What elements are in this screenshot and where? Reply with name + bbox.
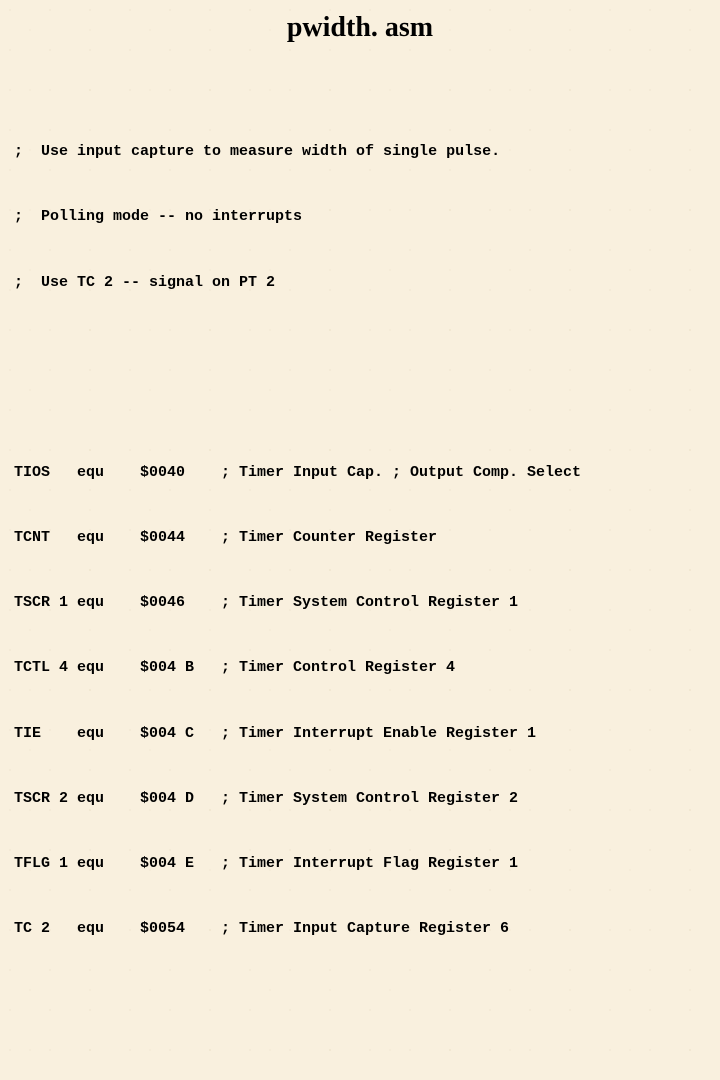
equate-comment: ; Timer System Control Register 2 <box>221 788 518 810</box>
equate-value: $0046 <box>140 592 221 614</box>
equate-value: $0054 <box>140 918 221 940</box>
equate-symbol: TIOS <box>14 462 77 484</box>
equate-symbol: TSCR 2 <box>14 788 77 810</box>
equate-comment: ; Timer Counter Register <box>221 527 437 549</box>
equate-row: TCNTequ$0044; Timer Counter Register <box>14 527 720 549</box>
semicolon: ; <box>14 206 41 228</box>
comment-line: ;Use input capture to measure width of s… <box>14 141 720 163</box>
equate-row: TIEequ$004 C; Timer Interrupt Enable Reg… <box>14 723 720 745</box>
equate-symbol: TCTL 4 <box>14 657 77 679</box>
comment-line: ;Polling mode -- no interrupts <box>14 206 720 228</box>
equate-value: $0040 <box>140 462 221 484</box>
equate-op: equ <box>77 723 140 745</box>
equate-value: $004 C <box>140 723 221 745</box>
equate-op: equ <box>77 918 140 940</box>
equate-row: TIOSequ$0040; Timer Input Cap. ; Output … <box>14 462 720 484</box>
equate-symbol: TSCR 1 <box>14 592 77 614</box>
equate-value: $004 D <box>140 788 221 810</box>
comment-text: Use input capture to measure width of si… <box>41 143 500 160</box>
equate-op: equ <box>77 788 140 810</box>
comment-text: Polling mode -- no interrupts <box>41 208 302 225</box>
equate-comment: ; Timer Interrupt Enable Register 1 <box>221 723 536 745</box>
page-title: pwidth. asm <box>0 0 720 54</box>
equate-op: equ <box>77 853 140 875</box>
equate-row: TSCR 2equ$004 D; Timer System Control Re… <box>14 788 720 810</box>
equate-row: TFLG 1equ$004 E; Timer Interrupt Flag Re… <box>14 853 720 875</box>
equate-comment: ; Timer Control Register 4 <box>221 657 455 679</box>
equate-comment: ; Timer Input Capture Register 6 <box>221 918 509 940</box>
comment-text: Use TC 2 -- signal on PT 2 <box>41 274 275 291</box>
asm-code-block: ;Use input capture to measure width of s… <box>0 54 720 1080</box>
equate-table: TIOSequ$0040; Timer Input Cap. ; Output … <box>14 418 720 984</box>
equate-comment: ; Timer Interrupt Flag Register 1 <box>221 853 518 875</box>
equate-row: TSCR 1equ$0046; Timer System Control Reg… <box>14 592 720 614</box>
equate-symbol: TFLG 1 <box>14 853 77 875</box>
equate-comment: ; Timer System Control Register 1 <box>221 592 518 614</box>
org-block: org$800 pwidthdw0 <box>14 1065 720 1080</box>
equate-op: equ <box>77 462 140 484</box>
equate-value: $004 E <box>140 853 221 875</box>
equate-op: equ <box>77 527 140 549</box>
equate-row: TCTL 4equ$004 B; Timer Control Register … <box>14 657 720 679</box>
equate-symbol: TC 2 <box>14 918 77 940</box>
equate-op: equ <box>77 592 140 614</box>
semicolon: ; <box>14 272 41 294</box>
semicolon: ; <box>14 141 41 163</box>
equate-symbol: TIE <box>14 723 77 745</box>
equate-comment: ; Timer Input Cap. ; Output Comp. Select <box>221 462 581 484</box>
equate-value: $0044 <box>140 527 221 549</box>
equate-value: $004 B <box>140 657 221 679</box>
equate-symbol: TCNT <box>14 527 77 549</box>
equate-row: TC 2equ$0054; Timer Input Capture Regist… <box>14 918 720 940</box>
equate-op: equ <box>77 657 140 679</box>
comment-line: ;Use TC 2 -- signal on PT 2 <box>14 272 720 294</box>
header-comment-block: ;Use input capture to measure width of s… <box>14 98 720 337</box>
